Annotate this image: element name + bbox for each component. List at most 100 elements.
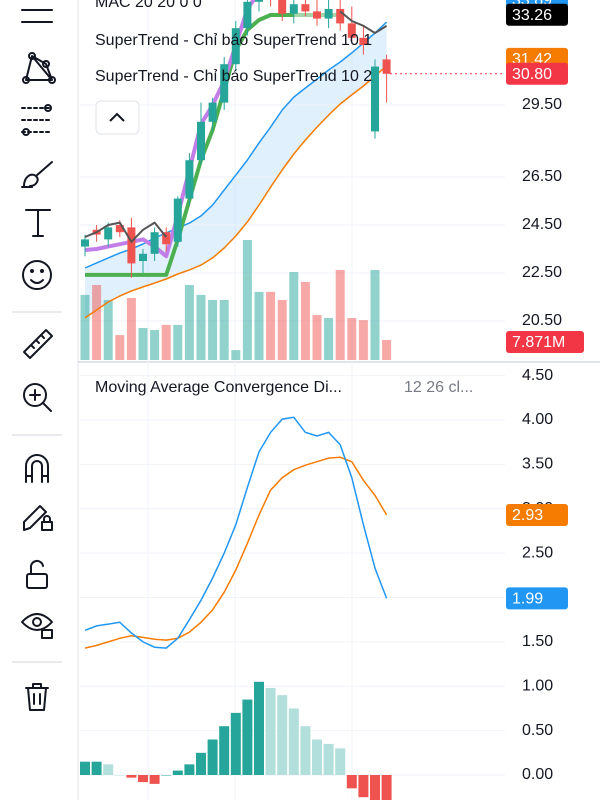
- indicator-line: [84, 10, 388, 243]
- toolbar: [12, 0, 62, 711]
- candle-body: [173, 198, 182, 242]
- histogram-bar: [80, 761, 90, 775]
- price-tag: [506, 62, 568, 85]
- legend-item[interactable]: SuperTrend - Chỉ báo SuperTrend 10 1: [95, 32, 372, 49]
- price-label: 29.50: [522, 96, 562, 113]
- ma-band: [85, 21, 387, 318]
- collapse-button[interactable]: [95, 100, 140, 135]
- volume-bar: [126, 297, 136, 360]
- candle-body: [313, 11, 321, 19]
- indicator-line: [84, 65, 388, 319]
- trash-tool[interactable]: [25, 683, 49, 711]
- magnet-tool[interactable]: [25, 454, 49, 483]
- volume-bar: [184, 285, 194, 360]
- vertical-grid: [147, 0, 353, 800]
- candle-body: [197, 121, 205, 161]
- lock-drawing-tool[interactable]: [23, 505, 53, 531]
- ruler-tool[interactable]: [23, 329, 53, 359]
- candle-body: [208, 102, 217, 122]
- price-label: 0.00: [522, 766, 553, 783]
- price-label: 1.50: [522, 633, 553, 650]
- histogram-bar: [300, 726, 311, 775]
- histogram-bar: [138, 775, 148, 783]
- unlock-tool[interactable]: [26, 559, 48, 589]
- histogram-bar: [370, 775, 380, 800]
- candle-body: [289, 4, 298, 14]
- brush-tool[interactable]: [21, 161, 53, 188]
- volume-bar: [92, 285, 102, 360]
- volume-bar: [277, 300, 287, 360]
- histogram-bar: [230, 712, 241, 775]
- histogram-bar: [346, 775, 357, 789]
- histogram-bar: [184, 764, 195, 775]
- volume-bar: [138, 327, 148, 360]
- volume-bar: [300, 281, 310, 360]
- volume-bar: [219, 300, 229, 360]
- candle-body: [278, 0, 287, 14]
- candle-body: [243, 1, 252, 29]
- candle-body: [359, 37, 368, 45]
- histogram-bar: [335, 748, 346, 775]
- macd-params: 12 26 cl...: [404, 379, 473, 396]
- histogram-bar: [381, 775, 392, 800]
- histogram-bar: [114, 775, 125, 776]
- candle-body: [127, 227, 136, 264]
- volume-bar: [80, 294, 90, 360]
- volume-bar: [358, 320, 368, 360]
- legend: MAC 20 20 0 0 SuperTrend - Chỉ báo Super…: [95, 0, 473, 396]
- volume-bar: [208, 300, 218, 360]
- volume-bar: [161, 324, 171, 360]
- macd-legend[interactable]: Moving Average Convergence Di...: [95, 379, 342, 396]
- macd-pane: [78, 375, 505, 800]
- indicator-line: [84, 0, 257, 259]
- candle-body: [185, 160, 194, 199]
- menu-icon[interactable]: [21, 0, 53, 23]
- histogram-bar: [288, 708, 299, 775]
- histogram-bar: [196, 752, 206, 775]
- candle-body: [162, 232, 171, 245]
- histogram-bar: [91, 761, 102, 775]
- histogram-bar: [242, 699, 253, 775]
- volume-bar: [289, 272, 299, 360]
- histogram-bar: [161, 775, 172, 776]
- histogram-bar: [103, 764, 114, 775]
- price-tag-label: 30.80: [512, 66, 552, 83]
- volume-bar: [347, 318, 357, 360]
- volume-bar: [266, 291, 276, 360]
- price-label: 4.50: [522, 367, 553, 384]
- fib-tool[interactable]: [21, 104, 53, 136]
- pattern-tool[interactable]: [22, 52, 56, 84]
- price-label: 3.50: [522, 456, 553, 473]
- price-tag: [506, 3, 568, 26]
- emoji-tool[interactable]: [22, 260, 52, 290]
- price-tag: [506, 503, 568, 526]
- price-label: 0.50: [522, 722, 553, 739]
- legend-item[interactable]: MAC 20 20 0 0: [95, 0, 202, 11]
- histogram-bar: [207, 739, 218, 775]
- price-label: 2.50: [522, 544, 553, 561]
- volume-tag: [506, 331, 584, 353]
- zoom-tool[interactable]: [23, 383, 52, 412]
- candle-body: [255, 0, 263, 2]
- volume-bar: [150, 330, 160, 360]
- price-axis: 29.5026.5024.5022.5020.5033.8933.2631.42…: [506, 0, 584, 783]
- candle-body: [81, 239, 89, 247]
- histogram-bar: [149, 775, 160, 784]
- histogram-bar: [312, 739, 322, 775]
- candle-body: [324, 9, 333, 19]
- volume-bar: [173, 324, 183, 360]
- candle-body: [336, 9, 345, 24]
- histogram-bar: [219, 726, 230, 775]
- legend-item[interactable]: SuperTrend - Chỉ báo SuperTrend 10 2: [95, 68, 372, 85]
- main-pane: [78, 0, 505, 360]
- histogram-bar: [358, 775, 369, 798]
- candle-body: [139, 253, 147, 261]
- volume-bar: [103, 300, 113, 360]
- eye-tool[interactable]: [21, 613, 53, 639]
- volume-bar: [196, 294, 206, 360]
- histogram-bar: [277, 695, 288, 775]
- price-label: 26.50: [522, 168, 562, 185]
- text-tool[interactable]: [25, 209, 51, 237]
- volume-bar: [242, 240, 252, 360]
